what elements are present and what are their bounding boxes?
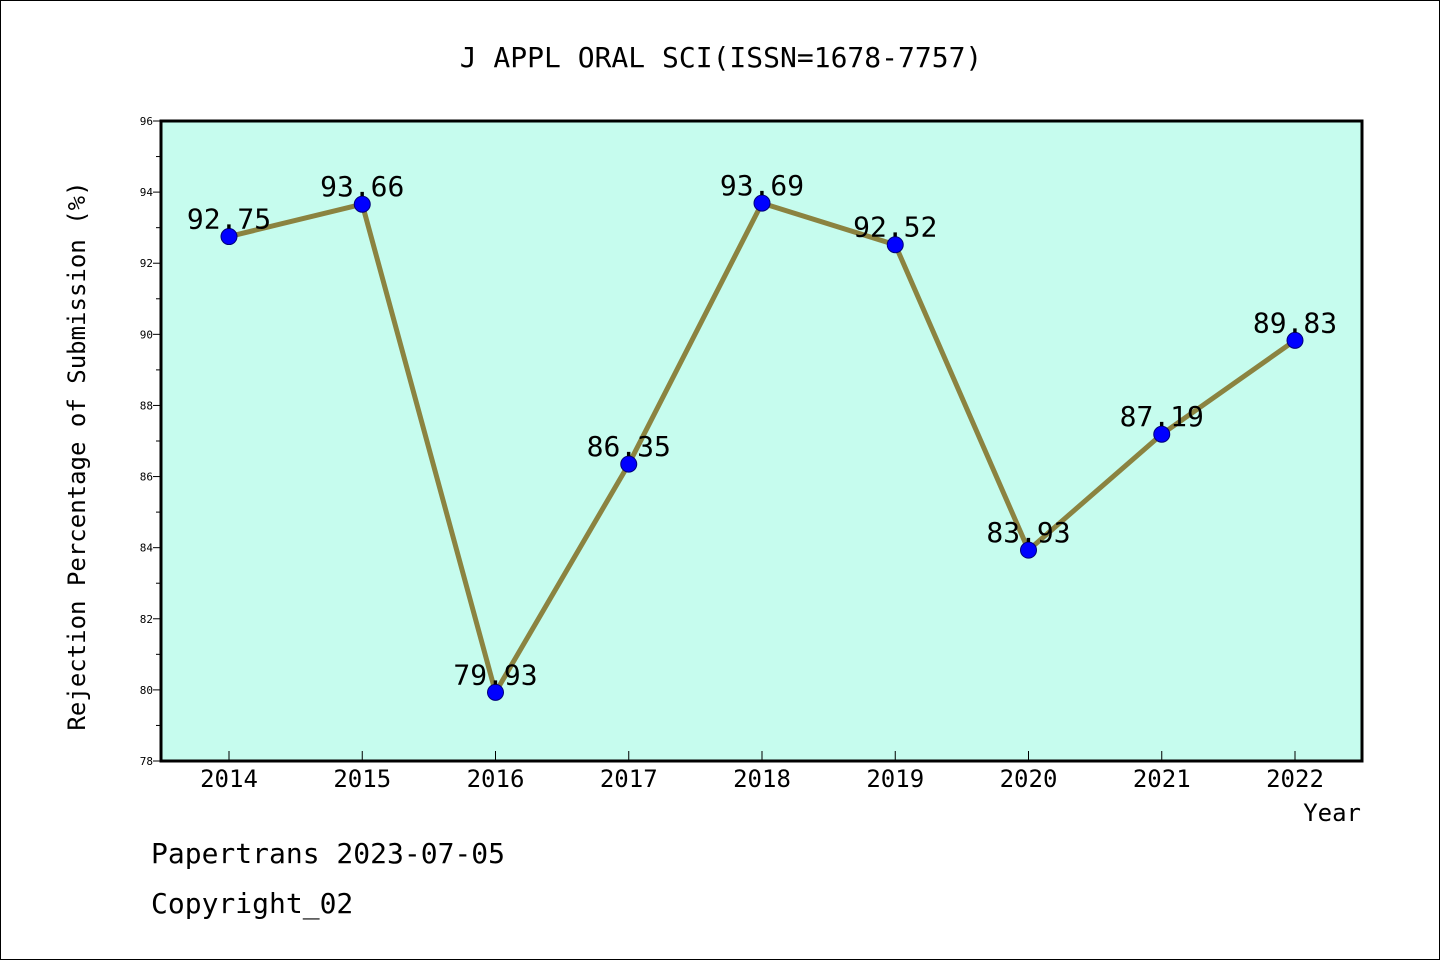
y-tick-label: 96 [140,115,153,128]
data-point [1286,331,1304,349]
data-label: 79.93 [453,658,537,691]
data-label: 83.93 [986,516,1070,549]
data-label: 92.75 [187,203,271,236]
y-tick-label: 90 [140,328,153,341]
data-label: 93.66 [320,170,404,203]
footer-date: Papertrans 2023-07-05 [151,837,506,870]
data-point [487,683,504,701]
data-label: 86.35 [587,430,671,463]
chart-title: J APPL ORAL SCI(ISSN=1678-7757) [460,41,983,74]
y-tick-label: 88 [140,399,153,412]
y-tick-label: 78 [140,755,153,768]
data-point [220,228,238,246]
y-tick-label: 92 [140,257,153,270]
y-tick-label: 80 [140,684,153,697]
data-point [1020,541,1037,559]
x-axis-label: Year [1303,799,1361,827]
y-tick-label: 86 [140,471,153,484]
x-tick-label: 2022 [1266,765,1324,793]
x-axis: 2014 2015 2016 2017 2018 2019 2020 2021 2022 [200,751,1324,793]
x-tick-label: 2016 [467,765,525,793]
data-label: 89.83 [1253,306,1337,339]
data-label: 92.52 [853,211,937,244]
x-tick-label: 2017 [600,765,658,793]
data-label: 87.19 [1120,400,1204,433]
y-axis: 78 80 82 84 86 88 90 92 94 96 [140,115,161,768]
x-tick-label: 2019 [866,765,924,793]
y-tick-label: 82 [140,613,153,626]
y-tick-label: 84 [140,542,154,555]
data-point [1153,425,1171,443]
y-tick-label: 94 [140,186,154,199]
plot-area [159,119,1364,763]
data-labels: 92.75 93.66 79.93 86.35 93.69 92.52 83.93 87.19… [187,169,1337,691]
data-point [620,455,638,473]
x-tick-label: 2020 [1000,765,1058,793]
x-tick-label: 2015 [333,765,391,793]
data-point [353,195,371,213]
data-point [753,194,771,212]
x-tick-label: 2014 [200,765,258,793]
data-label: 93.69 [720,169,804,202]
x-tick-label: 2021 [1133,765,1191,793]
data-point [886,236,904,254]
data-markers [220,194,1304,701]
footer-copyright: Copyright_02 [151,887,354,920]
y-axis-label: Rejection Percentage of Submission (%) [63,181,91,730]
x-tick-label: 2018 [733,765,791,793]
